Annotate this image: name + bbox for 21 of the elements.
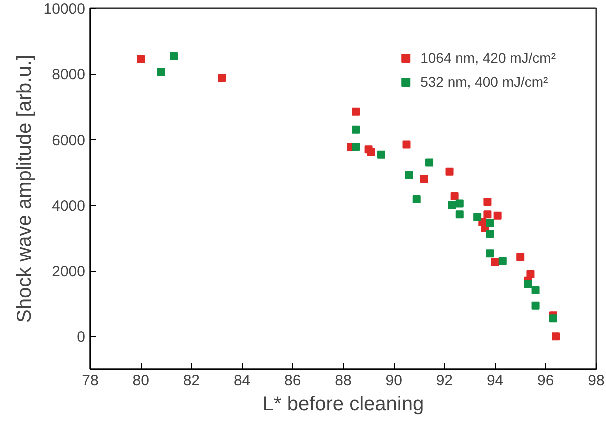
y-tick-label: 4000	[52, 198, 86, 215]
legend-label: 1064 nm, 420 mJ/cm²	[420, 50, 556, 66]
legend-label: 532 nm, 400 mJ/cm²	[420, 74, 548, 90]
y-tick-label: 0	[77, 329, 86, 346]
x-tick-label: 78	[82, 372, 99, 390]
x-tick-label: 90	[386, 372, 402, 390]
x-tick-label: 88	[335, 372, 352, 390]
x-tick-label: 86	[284, 372, 302, 390]
y-tick-label: 2000	[52, 264, 86, 281]
y-tick-label: 10000	[44, 1, 86, 18]
x-tick-label: 82	[183, 372, 200, 390]
x-tick-label: 98	[588, 372, 605, 390]
x-tick-label: 96	[538, 372, 554, 390]
y-axis-title: Shock wave amplitude [arb.u.]	[14, 55, 36, 323]
x-tick-label: 92	[436, 372, 454, 390]
x-tick-label: 94	[486, 372, 504, 390]
x-axis-title: L* before cleaning	[262, 394, 424, 416]
x-tick-label: 80	[132, 372, 150, 390]
y-tick-label: 8000	[52, 66, 86, 84]
y-tick-label: 6000	[52, 132, 86, 150]
x-tick-label: 84	[234, 372, 251, 390]
